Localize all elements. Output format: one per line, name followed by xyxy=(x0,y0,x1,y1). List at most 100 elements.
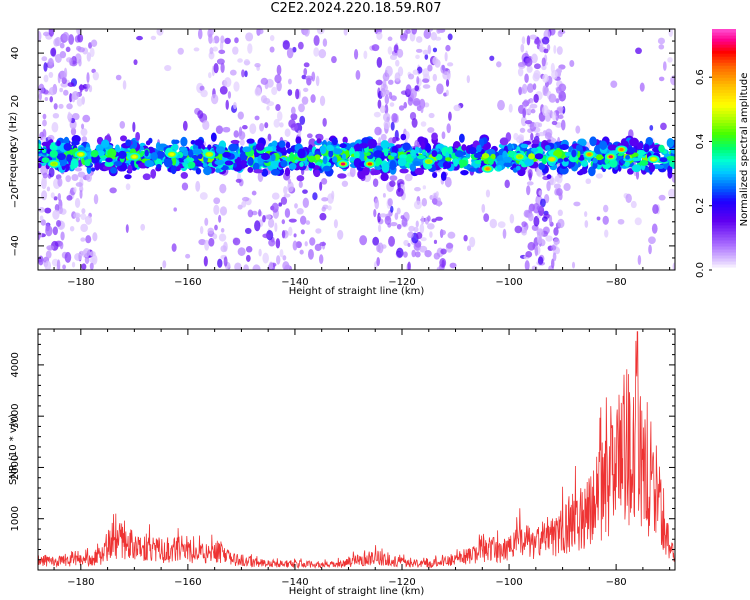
colorbar-label: Normalized spectral amplitude xyxy=(739,73,750,227)
band-blob xyxy=(609,159,618,168)
band-blob xyxy=(296,175,305,182)
band-blob xyxy=(163,158,173,168)
noise-speck xyxy=(516,136,524,144)
noise-speck xyxy=(376,31,383,40)
noise-speck xyxy=(319,95,326,107)
noise-speck xyxy=(557,30,563,38)
band-blob xyxy=(214,159,225,166)
noise-speck xyxy=(79,189,83,199)
band-blob xyxy=(432,171,438,179)
band-blob xyxy=(531,139,540,145)
noise-speck xyxy=(424,54,429,60)
noise-speck xyxy=(267,218,275,228)
noise-speck xyxy=(444,176,452,188)
heatmap-ytick-label: −20 xyxy=(10,187,21,208)
noise-speck xyxy=(218,233,227,242)
noise-speck xyxy=(497,99,505,111)
noise-speck xyxy=(245,245,253,253)
snr-ytick-label: 4000 xyxy=(10,352,21,377)
noise-speck xyxy=(67,82,75,87)
colorbar-step xyxy=(712,173,736,178)
band-blob xyxy=(101,139,110,148)
noise-speck xyxy=(303,29,310,37)
band-blob xyxy=(195,167,202,175)
noise-speck xyxy=(287,89,293,96)
colorbar-step xyxy=(712,191,736,196)
noise-speck xyxy=(529,103,538,109)
noise-speck xyxy=(407,96,414,106)
noise-speck xyxy=(552,252,557,262)
band-blob xyxy=(313,169,321,178)
noise-speck xyxy=(420,237,427,242)
noise-speck xyxy=(197,29,203,40)
noise-speck xyxy=(63,89,69,96)
noise-speck xyxy=(557,209,563,217)
noise-speck xyxy=(50,192,55,199)
noise-speck xyxy=(38,92,42,101)
colorbar-step xyxy=(712,56,736,60)
colorbar-step xyxy=(712,140,736,145)
noise-speck xyxy=(48,86,57,96)
noise-speck xyxy=(416,231,423,240)
colorbar-step xyxy=(712,227,736,232)
noise-speck xyxy=(447,62,454,67)
noise-speck xyxy=(584,220,589,228)
noise-speck xyxy=(310,94,316,103)
noise-speck xyxy=(90,39,98,47)
noise-speck xyxy=(267,133,272,142)
noise-speck xyxy=(374,126,382,136)
noise-speck xyxy=(539,229,544,238)
band-blob xyxy=(255,142,265,151)
noise-speck xyxy=(51,121,59,133)
noise-speck xyxy=(419,223,425,234)
band-blob xyxy=(652,147,660,153)
noise-speck xyxy=(630,200,637,209)
noise-speck xyxy=(447,33,453,41)
noise-speck xyxy=(271,86,278,96)
band-blob xyxy=(468,146,477,155)
noise-speck xyxy=(63,67,68,79)
noise-speck xyxy=(433,239,438,245)
noise-speck xyxy=(198,238,207,246)
colorbar-step xyxy=(712,233,736,238)
band-blob xyxy=(187,161,196,169)
noise-speck xyxy=(533,63,541,70)
noise-speck xyxy=(396,187,404,197)
noise-speck xyxy=(432,47,438,53)
noise-speck xyxy=(56,220,62,227)
noise-speck xyxy=(541,216,548,222)
band-blob xyxy=(247,156,254,166)
noise-speck xyxy=(415,220,419,228)
band-blob xyxy=(342,153,347,160)
noise-speck xyxy=(136,35,143,41)
colorbar-step xyxy=(712,74,736,78)
noise-speck xyxy=(276,81,282,92)
heatmap-xlabel: Height of straight line (km) xyxy=(289,286,425,297)
noise-speck xyxy=(244,227,252,235)
noise-speck xyxy=(532,202,540,214)
noise-speck xyxy=(220,245,227,253)
noise-speck xyxy=(667,57,673,63)
noise-speck xyxy=(518,86,522,96)
noise-speck xyxy=(527,106,532,115)
hotspot xyxy=(651,157,656,161)
noise-speck xyxy=(422,78,430,83)
noise-speck xyxy=(303,62,310,68)
noise-speck xyxy=(213,197,221,205)
noise-speck xyxy=(193,47,200,52)
band-blob xyxy=(639,160,649,166)
noise-speck xyxy=(237,204,243,210)
band-blob xyxy=(353,151,360,159)
noise-speck xyxy=(57,177,63,187)
noise-speck xyxy=(195,180,201,192)
colorbar-step xyxy=(712,212,736,217)
noise-speck xyxy=(382,192,386,198)
noise-speck xyxy=(84,255,90,265)
noise-speck xyxy=(535,167,542,177)
band-blob xyxy=(400,133,407,141)
noise-speck xyxy=(42,113,47,120)
noise-speck xyxy=(652,204,659,215)
noise-speck xyxy=(556,106,564,111)
band-blob xyxy=(544,144,551,151)
colorbar-step xyxy=(712,194,736,199)
